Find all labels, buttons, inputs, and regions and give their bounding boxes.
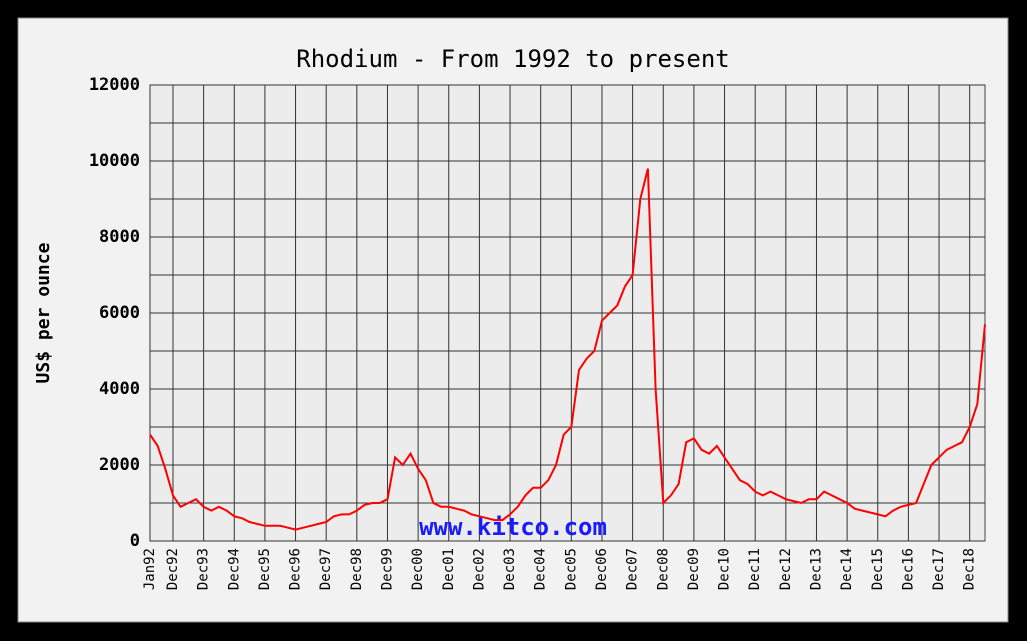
x-tick-label: Dec95 xyxy=(257,548,273,590)
x-tick-label: Dec04 xyxy=(533,548,549,590)
y-tick-label: 4000 xyxy=(99,379,140,399)
y-tick-label: 12000 xyxy=(89,75,140,95)
x-tick-label: Dec12 xyxy=(778,548,794,590)
x-tick-label: Dec98 xyxy=(349,548,365,590)
y-tick-label: 10000 xyxy=(89,151,140,171)
x-tick-label: Dec93 xyxy=(196,548,212,590)
y-tick-label: 6000 xyxy=(99,303,140,323)
x-tick-label: Dec14 xyxy=(839,548,855,590)
x-tick-label: Dec96 xyxy=(288,548,304,590)
x-tick-label: Dec18 xyxy=(962,548,978,590)
x-tick-label: Dec11 xyxy=(747,548,763,590)
x-tick-label: Dec17 xyxy=(931,548,947,590)
x-tick-label: Dec02 xyxy=(471,548,487,590)
x-tick-label: Dec94 xyxy=(226,548,242,590)
x-tick-label: Jan92 xyxy=(142,548,158,590)
x-tick-label: Dec15 xyxy=(870,548,886,590)
price-line xyxy=(149,168,986,531)
x-tick-label: Dec97 xyxy=(318,548,334,590)
x-tick-label: Dec92 xyxy=(165,548,181,590)
y-tick-label: 8000 xyxy=(99,227,140,247)
x-tick-label: Dec00 xyxy=(410,548,426,590)
x-tick-label: Dec10 xyxy=(717,548,733,590)
x-tick-label: Dec99 xyxy=(379,548,395,590)
watermark: www.kitco.com xyxy=(419,513,607,541)
y-tick-label: 2000 xyxy=(99,455,140,475)
x-tick-label: Dec09 xyxy=(686,548,702,590)
x-tick-label: Dec16 xyxy=(900,548,916,590)
y-tick-label: 0 xyxy=(130,531,140,551)
x-tick-label: Dec03 xyxy=(502,548,518,590)
x-tick-label: Dec13 xyxy=(808,548,824,590)
x-tick-label: Dec01 xyxy=(441,548,457,590)
x-tick-label: Dec05 xyxy=(563,548,579,590)
x-tick-label: Dec08 xyxy=(655,548,671,590)
x-tick-label: Dec07 xyxy=(625,548,641,590)
chart-title: Rhodium - From 1992 to present xyxy=(296,45,729,73)
y-axis-label: US$ per ounce xyxy=(33,242,54,383)
x-tick-label: Dec06 xyxy=(594,548,610,590)
